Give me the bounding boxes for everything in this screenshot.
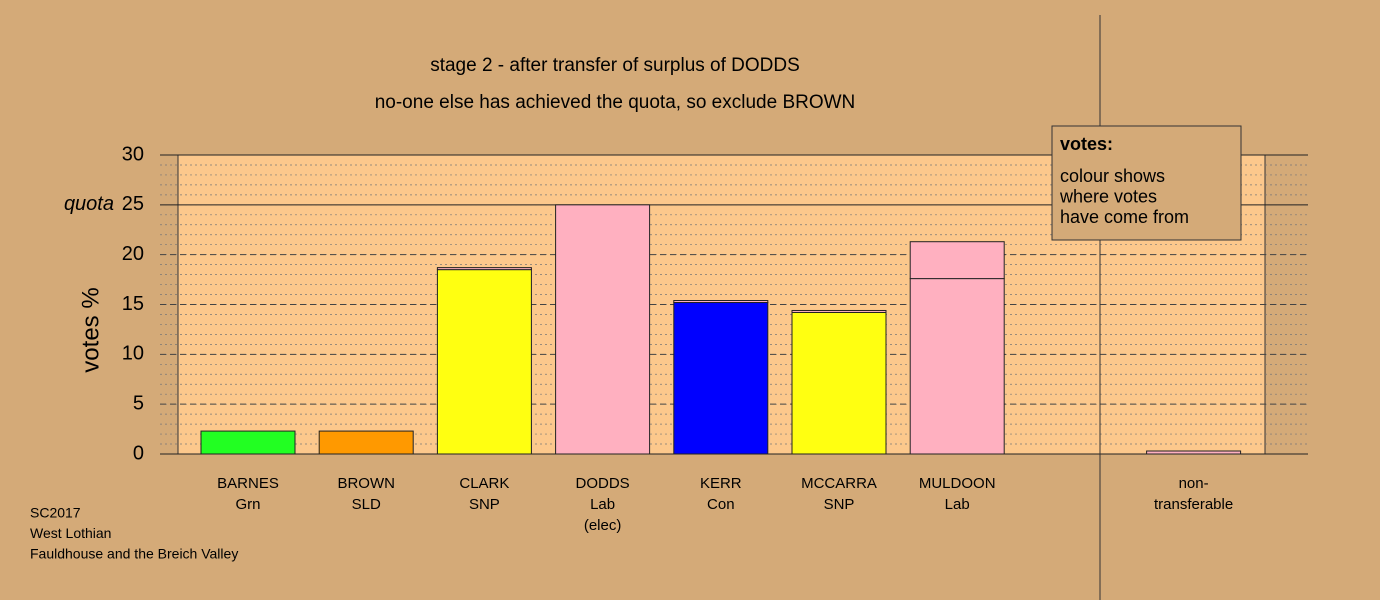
y-tick-label: 25: [122, 193, 144, 215]
x-tick-label: transferable: [1154, 496, 1233, 513]
x-tick-label: BROWN: [337, 475, 395, 492]
x-tick-label: Lab: [590, 496, 615, 513]
bar-segment: [318, 430, 414, 455]
x-tick-label: BARNES: [217, 475, 279, 492]
x-tick-label: MULDOON: [919, 475, 996, 492]
footer-text: West Lothian: [30, 525, 111, 541]
quota-label: quota: [64, 193, 114, 215]
bar-segment: [200, 430, 296, 455]
bar-segment: [791, 311, 887, 455]
bar-segment: [909, 241, 1005, 280]
x-tick-label: (elec): [584, 517, 622, 534]
y-tick-label: 10: [122, 343, 144, 365]
x-tick-label: Grn: [235, 496, 260, 513]
legend-title: votes:: [1060, 134, 1113, 154]
y-axis-label: votes %: [77, 287, 104, 372]
y-tick-label: 15: [122, 293, 144, 315]
footer-text: SC2017: [30, 505, 81, 521]
chart-title: stage 2 - after transfer of surplus of D…: [430, 55, 800, 76]
legend-text: have come from: [1060, 207, 1189, 227]
x-tick-label: Lab: [945, 496, 970, 513]
bar-segment: [1146, 450, 1242, 455]
bar-segment: [555, 204, 651, 455]
x-tick-label: SNP: [469, 496, 500, 513]
bar-segment: [673, 302, 769, 455]
x-tick-label: Con: [707, 496, 735, 513]
legend-box: [1051, 125, 1242, 241]
chart-subtitle: no-one else has achieved the quota, so e…: [375, 92, 856, 113]
x-tick-label: KERR: [700, 475, 742, 492]
bar-segment: [791, 309, 887, 313]
x-tick-label: non-: [1179, 475, 1209, 492]
legend-text: colour shows: [1060, 166, 1165, 186]
x-tick-label: DODDS: [576, 475, 630, 492]
x-tick-label: SNP: [824, 496, 855, 513]
bar-segment: [436, 269, 532, 455]
footer-text: Fauldhouse and the Breich Valley: [30, 546, 238, 562]
legend-text: where votes: [1059, 186, 1157, 206]
y-tick-label: 30: [122, 143, 144, 165]
y-tick-label: 20: [122, 243, 144, 265]
x-tick-label: CLARK: [459, 475, 509, 492]
y-tick-label: 0: [133, 442, 144, 464]
y-tick-label: 5: [133, 392, 144, 414]
x-tick-label: SLD: [352, 496, 381, 513]
x-tick-label: MCCARRA: [801, 475, 877, 492]
bar-segment: [436, 267, 532, 271]
bar-segment: [909, 278, 1005, 455]
bar-segment: [673, 300, 769, 304]
